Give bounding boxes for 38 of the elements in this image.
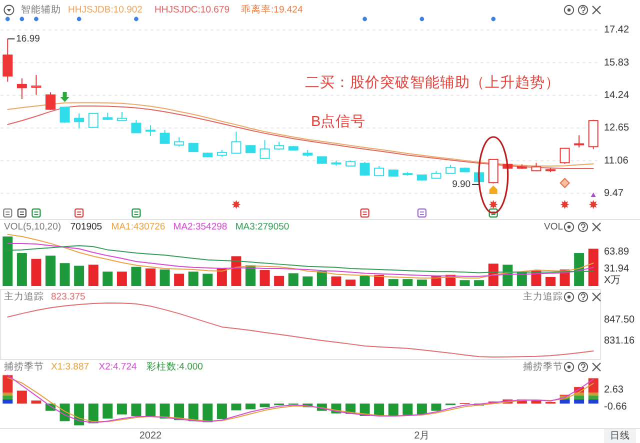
legend-title: 智能辅助 [21, 4, 61, 16]
y-tick-label: 63.89 [604, 246, 630, 258]
chart-title: VOL(5,10,20) [4, 222, 62, 233]
y-tick-label: 31.94 [604, 264, 630, 275]
y-tick-label: 11.06 [604, 155, 629, 166]
y-tick-label: 12.65 [604, 122, 630, 134]
text: HHJSJDC:10.679 [154, 4, 230, 16]
chart-title: 捕捞季节 [523, 362, 563, 373]
x-tick-label: 2022 [139, 430, 162, 442]
y-tick-label: 17.42 [604, 24, 630, 36]
x-tick-label: 2月 [414, 430, 430, 442]
text: 乖离率:19.424 [241, 4, 303, 16]
y-tick-label: 15.83 [604, 57, 630, 68]
y-tick-label: -0.66 [604, 402, 628, 413]
text: VOL [544, 222, 563, 233]
y-tick-label: 831.16 [604, 336, 636, 347]
y-tick-label: 14.24 [604, 90, 630, 101]
text: X2:4.724 [98, 362, 137, 373]
chart-title: 主力追踪 [4, 290, 44, 303]
text: MA1:430726 [111, 222, 166, 233]
text: MA3:279050 [235, 222, 290, 233]
text: MA2:354298 [173, 222, 228, 233]
annotation: 彩柱数:4.000 [146, 360, 203, 373]
chart-title: 主力追踪 [523, 292, 563, 303]
y-tick-label: 2.63 [604, 384, 624, 396]
text: HHJSJDB:10.902 [68, 4, 142, 16]
series-label: 823.375 [51, 292, 86, 303]
text: 日线 [610, 430, 630, 442]
y-tick-label: 9.47 [604, 188, 624, 199]
y-axis-title: X万 [604, 275, 621, 286]
y-tick-label: 847.50 [604, 314, 636, 326]
annotation: B点信号 [311, 112, 366, 130]
annotation: 二买：股价突破智能辅助（上升趋势） [305, 74, 560, 91]
text: 701905 [70, 222, 102, 233]
chart-title: 捕捞季节 [4, 360, 44, 373]
annotation: 16.99 [16, 33, 40, 44]
annotation: 9.90 [452, 178, 471, 190]
text: X1:3.887 [51, 362, 90, 373]
